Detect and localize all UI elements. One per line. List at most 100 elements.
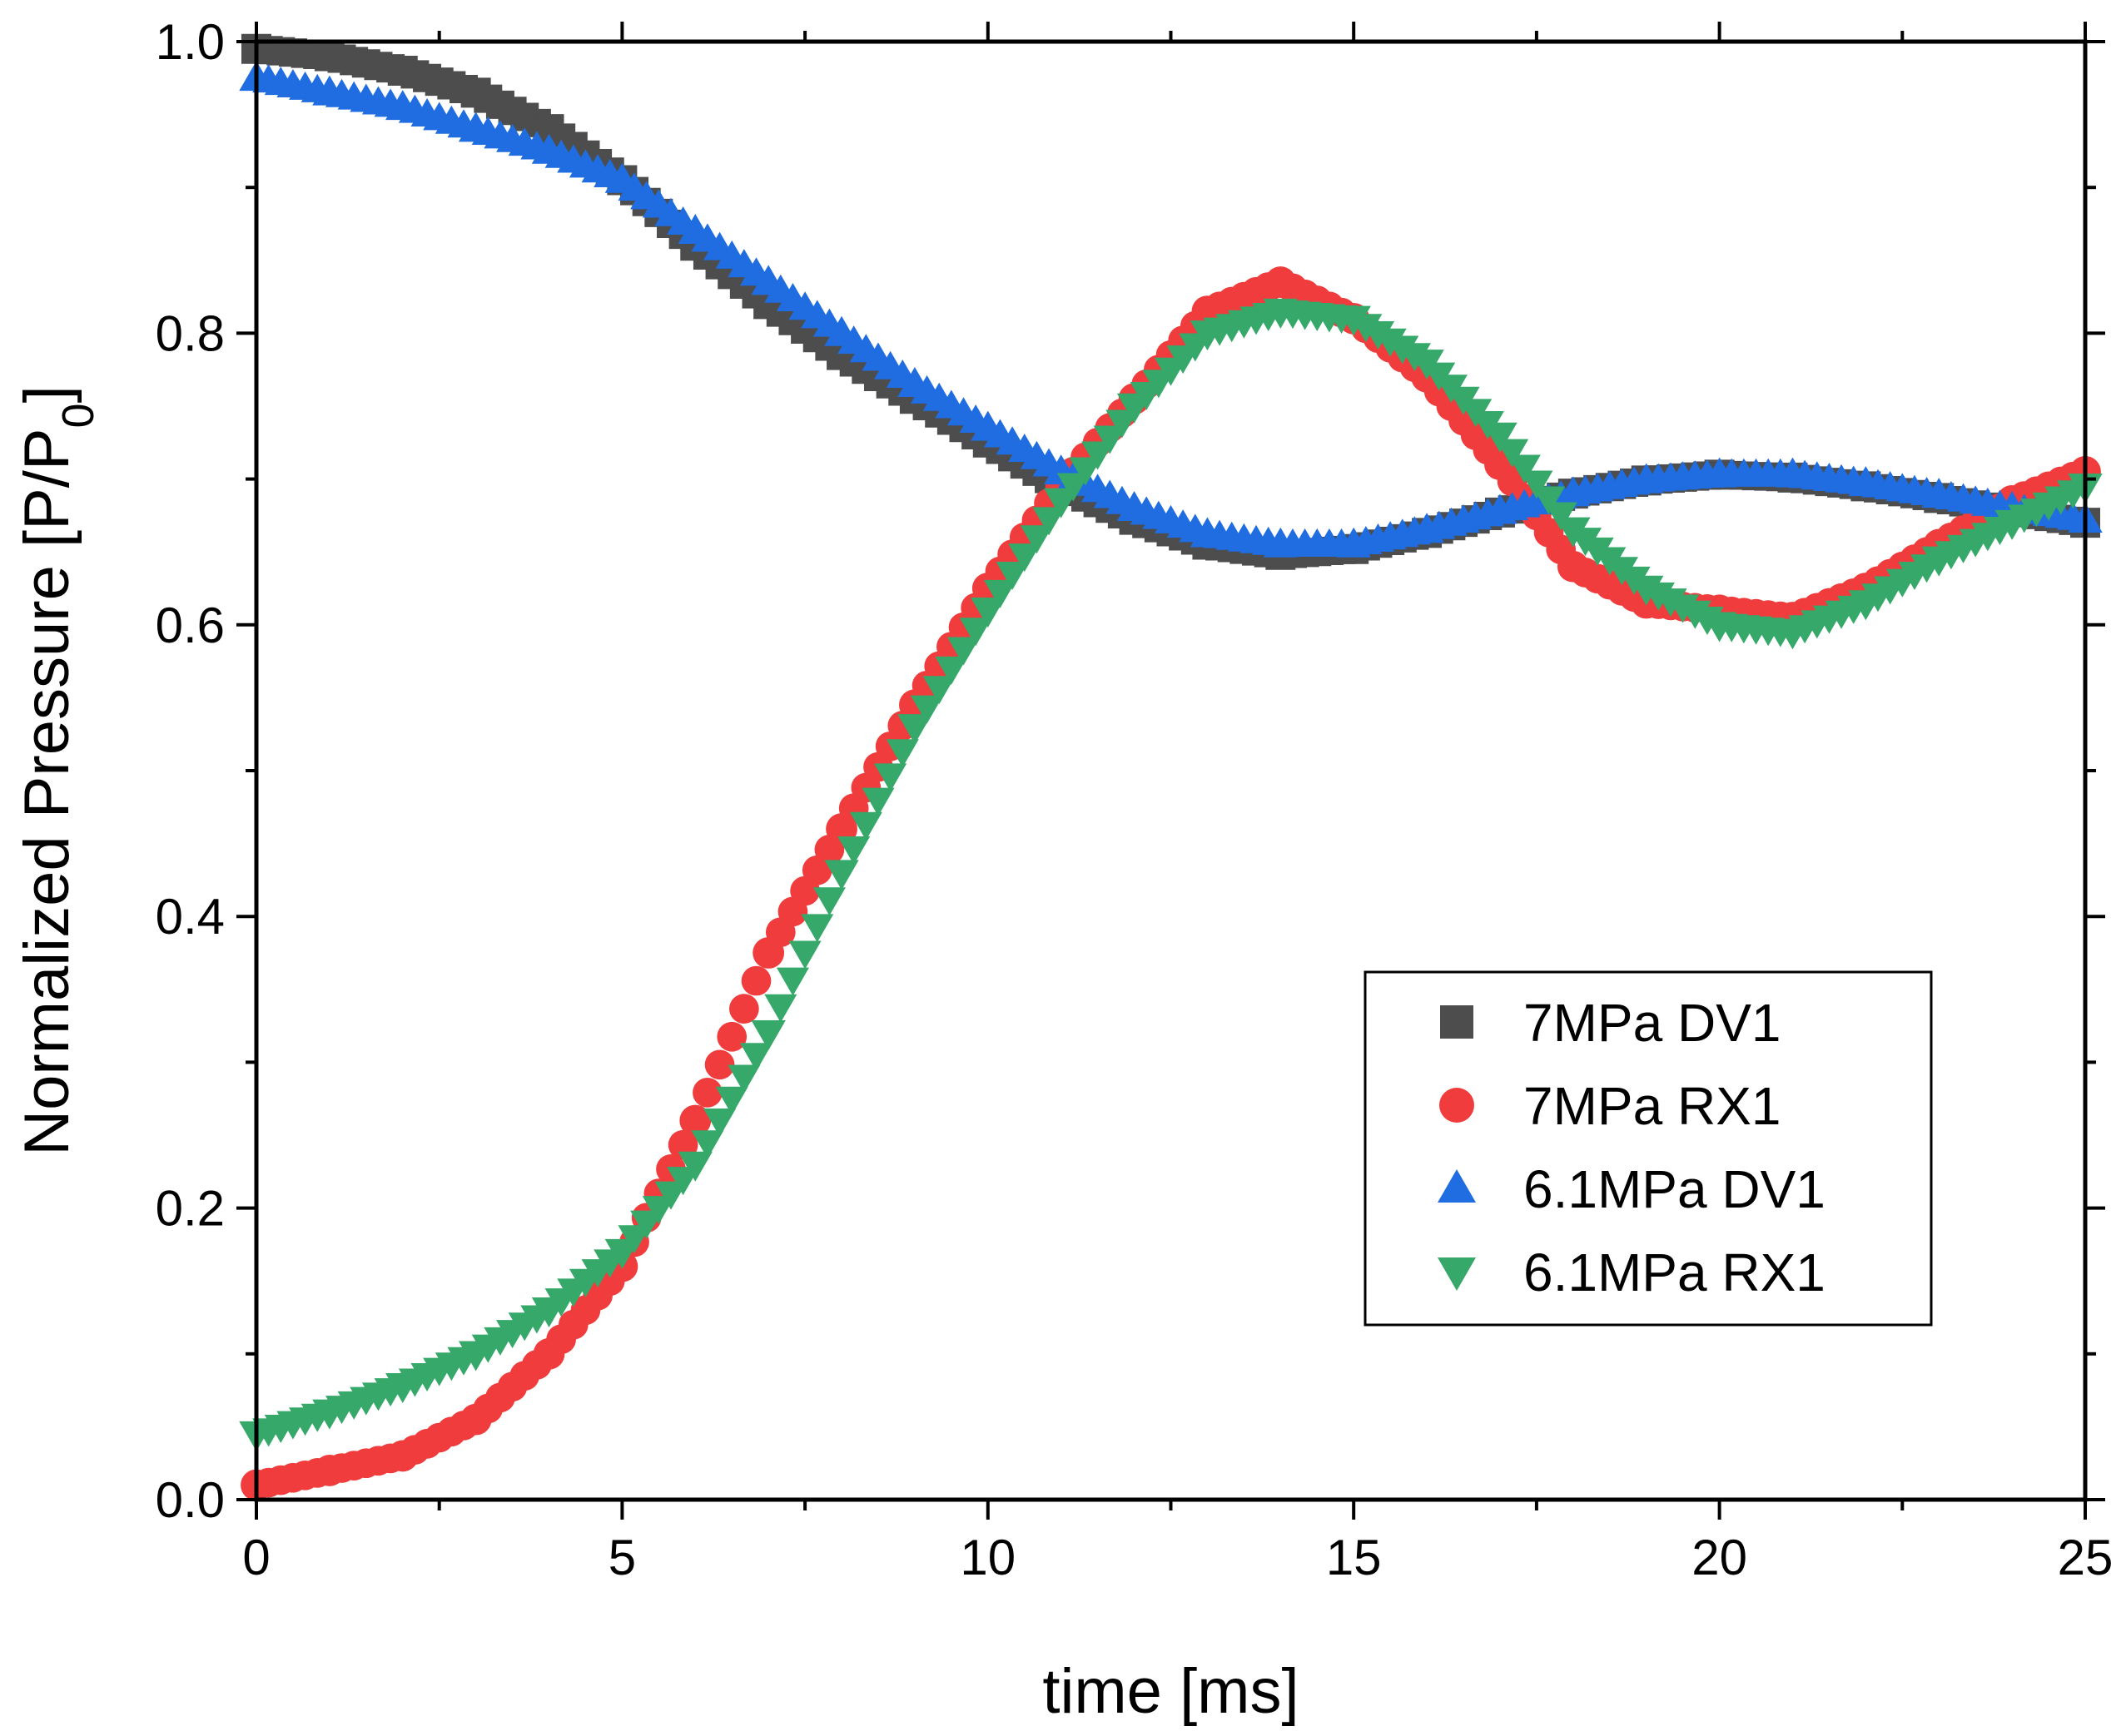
data-point <box>1409 513 1444 543</box>
data-point <box>1701 457 1737 488</box>
legend-marker <box>1439 1088 1474 1123</box>
data-point-interp <box>1081 441 1115 470</box>
data-point <box>312 1399 347 1430</box>
data-point-interp <box>1508 454 1541 484</box>
x-tick-label: 0 <box>242 1530 270 1585</box>
data-point <box>1921 546 1956 577</box>
legend-marker <box>1440 1005 1473 1039</box>
data-point <box>971 410 1006 441</box>
data-point-interp <box>959 618 992 647</box>
data-point-interp <box>862 787 895 816</box>
data-point <box>753 937 785 969</box>
data-point <box>751 1020 786 1051</box>
y-axis-title-subscript: 0 <box>53 403 103 428</box>
data-point-interp <box>741 965 772 996</box>
data-point <box>678 214 713 245</box>
y-tick-label: 0.4 <box>156 889 225 945</box>
x-tick-label: 20 <box>1691 1530 1747 1585</box>
data-point-interp <box>739 1043 773 1072</box>
data-point <box>533 1337 565 1370</box>
data-point <box>1116 490 1152 521</box>
x-tick-label: 10 <box>960 1530 1016 1585</box>
series-layer <box>239 33 2103 1501</box>
data-point-interp <box>911 695 944 724</box>
data-point <box>897 714 932 745</box>
data-point <box>1848 466 1884 497</box>
data-point-interp <box>849 811 882 841</box>
data-point-interp <box>996 562 1029 591</box>
data-point-interp <box>983 579 1016 608</box>
x-tick-label: 25 <box>2058 1530 2114 1585</box>
data-point-interp <box>837 836 871 865</box>
data-point <box>1483 494 1518 524</box>
data-point <box>313 1455 345 1486</box>
data-point <box>534 114 564 145</box>
data-point-interp <box>703 1109 737 1138</box>
data-point-interp <box>630 1210 663 1239</box>
x-axis-title: time [ms] <box>1042 1656 1299 1727</box>
data-point-interp <box>922 676 956 705</box>
data-point <box>1263 527 1299 558</box>
series-2 <box>239 61 2103 558</box>
data-point-interp <box>874 763 907 792</box>
data-point-interp <box>801 914 834 943</box>
data-point-interp <box>704 1049 735 1080</box>
data-point <box>1043 488 1079 518</box>
data-point <box>458 112 494 142</box>
data-point-interp <box>693 1078 723 1108</box>
data-point <box>1483 422 1518 453</box>
data-point <box>312 75 347 106</box>
legend-label: 6.1MPa RX1 <box>1523 1242 1825 1302</box>
data-point <box>824 315 859 346</box>
data-point <box>604 162 640 193</box>
data-point <box>1263 298 1299 329</box>
legend-label: 7MPa DV1 <box>1523 993 1781 1053</box>
ticks-layer <box>236 22 2105 1520</box>
data-point <box>897 367 932 398</box>
data-point-interp <box>717 1021 748 1052</box>
data-point <box>387 56 418 87</box>
data-point <box>1775 457 1811 488</box>
legend-label: 6.1MPa DV1 <box>1523 1159 1825 1219</box>
data-point <box>1336 305 1371 336</box>
data-point-interp <box>642 1196 675 1225</box>
data-point-interp <box>728 1064 761 1094</box>
data-point <box>1921 478 1956 508</box>
data-point <box>1556 517 1591 548</box>
data-point <box>751 265 786 295</box>
data-point <box>459 1403 492 1436</box>
legend-marker <box>1438 1169 1476 1203</box>
data-point <box>1264 266 1297 298</box>
data-point-interp <box>1544 502 1577 531</box>
y-axis-title-main: Normalized Pressure [P/P <box>12 428 82 1155</box>
data-point-interp <box>1105 409 1139 439</box>
data-point-interp <box>654 1181 688 1210</box>
data-point <box>1701 612 1737 642</box>
data-point <box>1336 527 1371 558</box>
data-point <box>386 1440 419 1472</box>
data-point <box>1409 350 1444 380</box>
legend-label: 7MPa RX1 <box>1523 1076 1781 1136</box>
data-point-interp <box>715 1086 748 1115</box>
data-point-interp <box>1520 470 1553 499</box>
data-point <box>1848 590 1884 621</box>
series-1 <box>241 266 2101 1501</box>
data-point-interp <box>764 994 797 1023</box>
data-point-interp <box>1496 439 1529 468</box>
data-point <box>1190 517 1225 548</box>
y-tick-label: 0.2 <box>156 1181 225 1237</box>
data-point <box>1629 575 1664 606</box>
data-point <box>460 77 491 108</box>
y-axis-title: Normalized Pressure [P/P0] <box>12 385 103 1155</box>
data-point <box>971 597 1006 627</box>
data-point <box>1994 509 2029 540</box>
data-point <box>385 1373 420 1404</box>
data-point <box>679 1104 712 1137</box>
tick-labels-layer: 0 5 10 15 20 25 0.0 0.2 0.4 0.6 0.8 1.0 <box>156 14 2114 1585</box>
data-point <box>1629 463 1664 494</box>
data-point-interp <box>788 940 822 970</box>
data-point <box>385 90 420 121</box>
data-point-interp <box>946 637 981 666</box>
data-point <box>604 1238 640 1269</box>
